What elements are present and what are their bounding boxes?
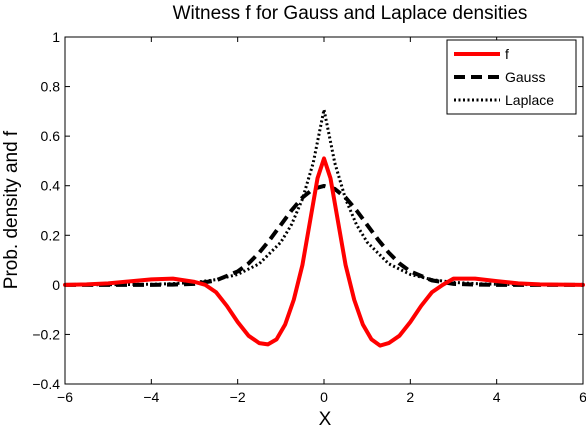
- legend: f Gauss Laplace: [446, 39, 577, 115]
- series-line-laplace: [64, 108, 584, 287]
- y-tick-label: 0.4: [41, 178, 61, 194]
- series-line-f: [63, 156, 585, 348]
- y-tick-label: 0.6: [41, 128, 61, 144]
- y-tick-label: −0.2: [32, 326, 60, 342]
- x-tick-label: 2: [406, 389, 414, 405]
- y-axis-label: Prob. density and f: [1, 130, 22, 289]
- y-tick-label: 0.8: [41, 79, 61, 95]
- series-line-gauss: [65, 183, 583, 287]
- x-tick-label: −6: [57, 389, 73, 405]
- legend-label-f: f: [505, 46, 509, 62]
- axis-ticks: −6 −4 −2 0 2 4 6 −0.4 −0.2 0 0.2 0.4 0.6 0.8 1: [32, 29, 586, 405]
- y-tick-label: 0.2: [41, 227, 61, 243]
- x-tick-label: −2: [230, 389, 246, 405]
- chart-title: Witness f for Gauss and Laplace densitie…: [173, 3, 528, 24]
- legend-label-laplace: Laplace: [505, 92, 554, 108]
- plot-frame: [64, 36, 584, 385]
- y-tick-label: 1: [52, 29, 60, 45]
- x-tick-label: 4: [493, 389, 501, 405]
- legend-label-gauss: Gauss: [505, 69, 545, 85]
- x-tick-label: 6: [579, 389, 586, 405]
- x-tick-label: 0: [320, 389, 328, 405]
- plot-lines: [63, 108, 585, 348]
- legend-entries: f Gauss Laplace: [454, 46, 554, 108]
- x-tick-label: −4: [143, 389, 159, 405]
- x-axis-label: X: [319, 409, 332, 428]
- y-tick-label: 0: [52, 277, 60, 293]
- y-tick-label: −0.4: [32, 376, 60, 392]
